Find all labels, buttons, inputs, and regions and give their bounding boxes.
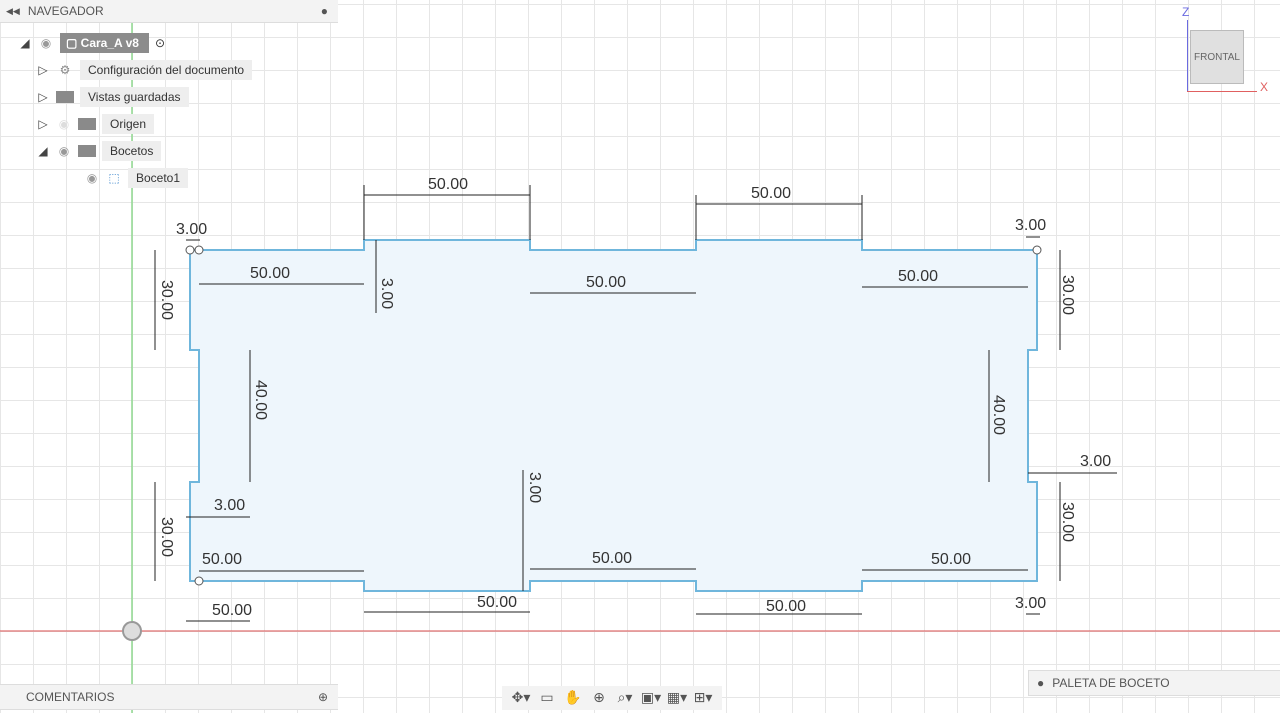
dimension[interactable]: 50.00 <box>428 176 468 193</box>
dimension[interactable]: 40.00 <box>990 395 1007 435</box>
viewports-icon[interactable]: ⊞▾ <box>693 690 713 706</box>
x-axis-label: X <box>1260 80 1269 94</box>
collapsed-triangle-icon[interactable]: ▷ <box>38 117 48 131</box>
item-label: Bocetos <box>102 141 162 161</box>
folder-icon <box>78 118 96 130</box>
sketch-palette[interactable]: ● PALETA DE BOCETO <box>1028 670 1280 696</box>
item-label: Boceto1 <box>128 168 189 188</box>
dimension[interactable]: 3.00 <box>1015 595 1046 612</box>
comments-title: COMENTARIOS <box>26 690 115 704</box>
pan-hand-icon[interactable]: ✋ <box>564 690 582 706</box>
dimension[interactable]: 3.00 <box>1015 217 1046 234</box>
sketch-points[interactable] <box>185 245 1042 586</box>
eye-icon[interactable]: ◉ <box>86 171 98 185</box>
origin-point[interactable] <box>122 621 142 641</box>
item-label: Vistas guardadas <box>80 87 189 107</box>
plus-circle-icon[interactable]: ● <box>1037 676 1045 690</box>
sketch-profile[interactable] <box>189 239 1038 592</box>
tree-item-sketches[interactable]: ◢ ◉ Bocetos <box>36 140 167 162</box>
expanded-triangle-icon[interactable]: ◢ <box>20 36 30 50</box>
dimension[interactable]: 50.00 <box>586 274 626 291</box>
zoom-icon[interactable]: ⊕ <box>593 690 605 706</box>
view-cube[interactable]: Z X FRONTAL <box>1180 6 1276 96</box>
dimension[interactable]: 30.00 <box>1059 502 1076 542</box>
display-settings-icon[interactable]: ▣▾ <box>640 690 662 706</box>
navigation-toolbar: ✥▾ ▭ ✋ ⊕ ⌕▾ ▣▾ ▦▾ ⊞▾ <box>502 686 722 710</box>
dimension[interactable]: 50.00 <box>202 551 242 568</box>
dimension[interactable]: 50.00 <box>250 265 290 282</box>
folder-icon <box>56 91 74 103</box>
tree-root[interactable]: ◢ ◉ ▢ Cara_A v8 ⊙ <box>18 32 171 54</box>
fit-icon[interactable]: ⌕▾ <box>617 690 633 706</box>
gear-icon: ⚙ <box>59 63 71 77</box>
item-label: Origen <box>102 114 155 134</box>
navigator-title: NAVEGADOR <box>27 4 104 18</box>
folder-icon <box>78 145 96 157</box>
dimension[interactable]: 50.00 <box>477 594 517 611</box>
expanded-triangle-icon[interactable]: ◢ <box>38 144 48 158</box>
eye-icon[interactable]: ◉ <box>58 144 70 158</box>
dimension-lines <box>154 185 1117 622</box>
component-root[interactable]: ▢ Cara_A v8 <box>60 33 149 53</box>
collapsed-triangle-icon[interactable]: ▷ <box>38 63 48 77</box>
dimension[interactable]: 3.00 <box>526 472 543 503</box>
orbit-icon[interactable]: ✥▾ <box>511 690 531 706</box>
dimension[interactable]: 3.00 <box>1080 453 1111 470</box>
grid-icon[interactable]: ▦▾ <box>666 690 688 706</box>
dimension[interactable]: 50.00 <box>592 550 632 567</box>
dimension[interactable]: 50.00 <box>766 598 806 615</box>
collapsed-triangle-icon[interactable]: ▷ <box>38 90 48 104</box>
item-label: Configuración del documento <box>80 60 253 80</box>
dimension[interactable]: 3.00 <box>214 497 245 514</box>
dimension[interactable]: 50.00 <box>212 602 252 619</box>
dimension[interactable]: 40.00 <box>252 380 269 420</box>
dimension[interactable]: 30.00 <box>158 517 175 557</box>
eye-hidden-icon[interactable]: ◉ <box>58 117 70 131</box>
activate-radio-icon[interactable]: ⊙ <box>154 36 165 50</box>
look-at-icon[interactable]: ▭ <box>540 690 554 706</box>
eye-icon[interactable]: ◉ <box>40 36 52 50</box>
tree-item-origin[interactable]: ▷ ◉ Origen <box>36 113 160 135</box>
palette-label: PALETA DE BOCETO <box>1052 676 1170 690</box>
sketch-icon: ⬚ <box>108 171 120 185</box>
dimension[interactable]: 3.00 <box>378 278 395 309</box>
tree-item-saved-views[interactable]: ▷ Vistas guardadas <box>36 86 195 108</box>
tree-item-settings[interactable]: ▷ ⚙ Configuración del documento <box>36 59 258 81</box>
dimension[interactable]: 30.00 <box>1059 275 1076 315</box>
plus-circle-icon[interactable]: ⊕ <box>317 690 328 704</box>
view-cube-face-front[interactable]: FRONTAL <box>1190 30 1244 84</box>
comments-panel: COMENTARIOS ⊕ <box>0 684 338 710</box>
dimension[interactable]: 50.00 <box>898 268 938 285</box>
root-label: Cara_A v8 <box>80 36 139 50</box>
dimension-labels: 50.00 50.00 3.00 3.00 50.00 3.00 50.00 5… <box>158 176 1111 619</box>
minus-circle-icon[interactable]: ● <box>320 4 328 18</box>
dimension[interactable]: 3.00 <box>176 221 207 238</box>
navigator-header: ◀◀ NAVEGADOR ● <box>0 0 338 23</box>
z-axis-label: Z <box>1182 5 1190 19</box>
dimension[interactable]: 30.00 <box>158 280 175 320</box>
dimension[interactable]: 50.00 <box>751 185 791 202</box>
dimension[interactable]: 50.00 <box>931 551 971 568</box>
tree-item-sketch1[interactable]: ◉ ⬚ Boceto1 <box>84 167 194 189</box>
collapse-icon[interactable]: ◀◀ <box>6 5 20 16</box>
